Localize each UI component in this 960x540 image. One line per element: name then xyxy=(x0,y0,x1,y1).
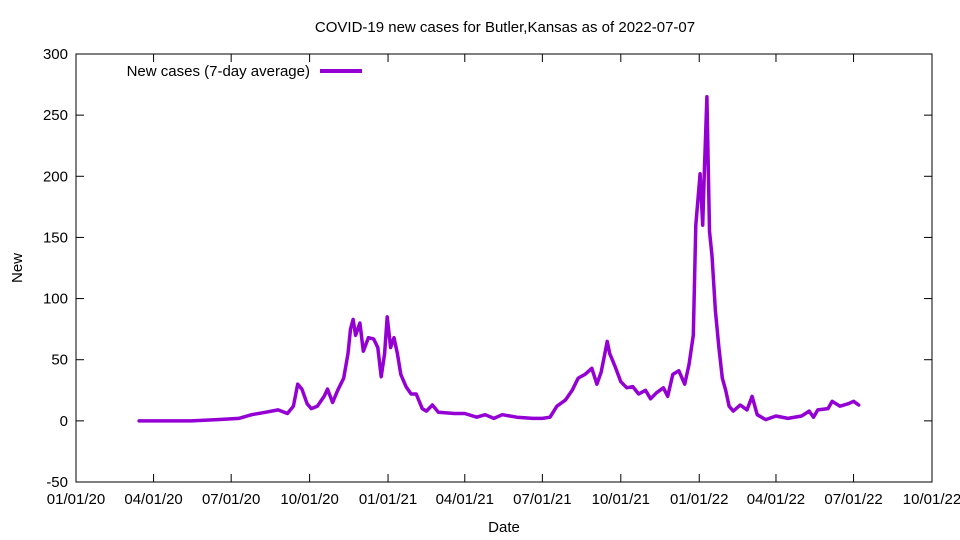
y-tick-label: 0 xyxy=(60,413,68,430)
y-axis-label: New xyxy=(9,253,26,283)
x-tick-label: 04/01/20 xyxy=(124,491,182,508)
x-axis: 01/01/20 04/01/20 07/01/20 10/01/20 01/01/21… xyxy=(47,54,960,508)
series-line xyxy=(137,95,861,423)
y-tick-label: 100 xyxy=(43,291,68,308)
x-tick-label: 01/01/20 xyxy=(47,491,105,508)
chart-title: COVID-19 new cases for Butler,Kansas as … xyxy=(315,19,695,36)
x-tick-label: 07/01/22 xyxy=(824,491,882,508)
y-tick-label: 150 xyxy=(43,229,68,246)
x-tick-label: 10/01/22 xyxy=(903,491,960,508)
x-tick-label: 04/01/21 xyxy=(436,491,494,508)
x-tick-label: 10/01/20 xyxy=(280,491,338,508)
x-tick-label: 04/01/22 xyxy=(747,491,805,508)
series-layer xyxy=(137,95,861,423)
x-tick-label: 07/01/20 xyxy=(202,491,260,508)
x-tick-label: 07/01/21 xyxy=(513,491,571,508)
x-tick-label: 01/01/22 xyxy=(670,491,728,508)
y-tick-label: -50 xyxy=(46,474,68,491)
x-axis-label: Date xyxy=(488,519,520,536)
legend: New cases (7-day average) xyxy=(127,63,362,80)
plot-frame xyxy=(75,53,933,483)
y-tick-label: 300 xyxy=(43,46,68,63)
y-axis: -50 0 50 100 150 200 250 300 xyxy=(43,46,932,491)
x-tick-label: 10/01/21 xyxy=(592,491,650,508)
y-tick-label: 200 xyxy=(43,168,68,185)
y-tick-label: 250 xyxy=(43,107,68,124)
legend-label: New cases (7-day average) xyxy=(127,63,310,80)
y-tick-label: 50 xyxy=(51,352,68,369)
x-tick-label: 01/01/21 xyxy=(359,491,417,508)
